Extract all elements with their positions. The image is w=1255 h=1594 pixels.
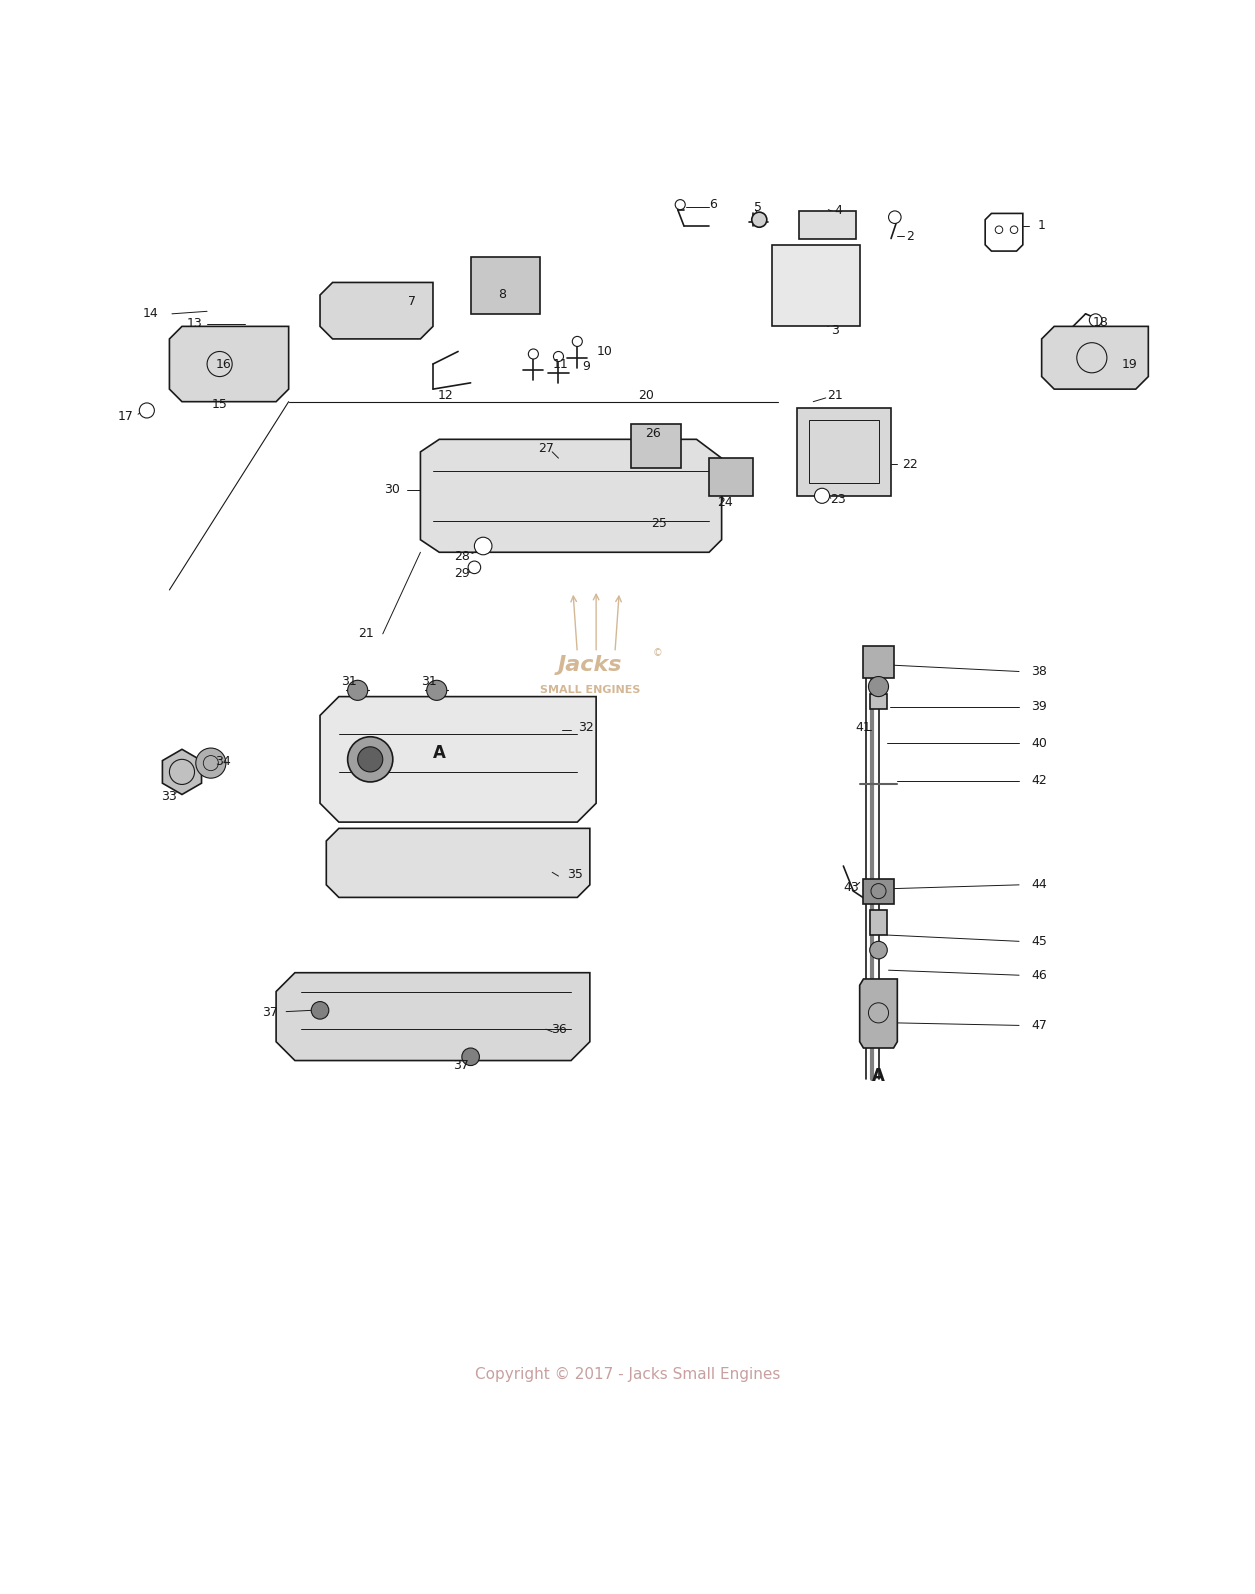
Text: 8: 8 [498, 289, 506, 301]
Circle shape [474, 537, 492, 555]
Text: 14: 14 [143, 308, 158, 320]
Text: 44: 44 [1032, 878, 1047, 891]
Text: 43: 43 [843, 881, 858, 894]
Bar [870, 910, 887, 936]
Text: 45: 45 [1032, 934, 1047, 948]
Text: 25: 25 [651, 516, 666, 529]
Circle shape [553, 351, 563, 362]
Circle shape [462, 1047, 479, 1065]
Polygon shape [320, 697, 596, 823]
Text: 22: 22 [902, 457, 917, 470]
Text: Jacks: Jacks [557, 655, 622, 676]
Bar [799, 210, 856, 239]
Text: Copyright © 2017 - Jacks Small Engines: Copyright © 2017 - Jacks Small Engines [474, 1366, 781, 1382]
Circle shape [348, 736, 393, 783]
Circle shape [196, 748, 226, 778]
Text: 39: 39 [1032, 700, 1047, 713]
Text: 36: 36 [551, 1023, 566, 1036]
Text: 12: 12 [438, 389, 453, 402]
Circle shape [358, 748, 383, 771]
Circle shape [814, 488, 830, 504]
Bar [863, 647, 894, 677]
Text: 38: 38 [1032, 665, 1047, 677]
Polygon shape [276, 972, 590, 1060]
Circle shape [675, 199, 685, 210]
Text: 7: 7 [408, 295, 415, 308]
Text: 1: 1 [1038, 220, 1045, 233]
Text: 21: 21 [359, 628, 374, 641]
Polygon shape [162, 749, 202, 794]
Text: 28: 28 [454, 550, 469, 563]
Polygon shape [420, 440, 722, 552]
Bar [631, 424, 681, 469]
Text: 21: 21 [827, 389, 842, 402]
Text: ©: © [653, 647, 663, 658]
Circle shape [572, 336, 582, 346]
Circle shape [468, 561, 481, 574]
Bar [709, 457, 753, 496]
Circle shape [348, 681, 368, 700]
Text: 40: 40 [1032, 736, 1047, 749]
Polygon shape [169, 327, 289, 402]
Circle shape [1089, 314, 1102, 327]
Text: 13: 13 [187, 317, 202, 330]
Text: 9: 9 [582, 360, 590, 373]
Text: 27: 27 [538, 442, 553, 454]
Text: 20: 20 [639, 389, 654, 402]
Text: 6: 6 [709, 198, 717, 210]
Text: SMALL ENGINES: SMALL ENGINES [540, 685, 640, 695]
Text: 30: 30 [384, 483, 399, 496]
Text: A: A [872, 1066, 885, 1084]
Text: 24: 24 [718, 496, 733, 508]
Circle shape [427, 681, 447, 700]
Text: 16: 16 [216, 357, 231, 370]
Circle shape [311, 1001, 329, 1019]
Text: 32: 32 [579, 722, 594, 735]
Text: 26: 26 [645, 427, 660, 440]
Text: 29: 29 [454, 567, 469, 580]
Text: 11: 11 [553, 357, 569, 370]
Text: 18: 18 [1093, 316, 1108, 328]
Bar [471, 257, 540, 314]
Text: 46: 46 [1032, 969, 1047, 982]
Text: 19: 19 [1122, 357, 1137, 370]
Text: 41: 41 [856, 722, 871, 735]
Bar [772, 245, 860, 327]
Circle shape [139, 403, 154, 418]
Bar [797, 408, 891, 496]
Text: 15: 15 [212, 397, 227, 411]
Text: 42: 42 [1032, 775, 1047, 787]
Text: 35: 35 [567, 869, 582, 881]
Text: 23: 23 [831, 493, 846, 505]
Text: A: A [433, 744, 446, 762]
Text: 3: 3 [831, 324, 838, 336]
Polygon shape [860, 979, 897, 1047]
Polygon shape [985, 214, 1023, 252]
Text: 37: 37 [453, 1058, 468, 1073]
Circle shape [752, 212, 767, 228]
Text: 31: 31 [341, 674, 356, 689]
Circle shape [528, 349, 538, 359]
Circle shape [889, 210, 901, 223]
Text: 34: 34 [216, 756, 231, 768]
Polygon shape [1042, 327, 1148, 389]
Polygon shape [320, 282, 433, 340]
Text: 17: 17 [118, 410, 133, 424]
Bar [870, 693, 887, 709]
Text: 47: 47 [1032, 1019, 1047, 1031]
Text: 4: 4 [835, 204, 842, 217]
Text: 31: 31 [422, 674, 437, 689]
Bar [809, 421, 878, 483]
Text: 5: 5 [754, 201, 762, 214]
Text: 33: 33 [162, 791, 177, 803]
Circle shape [870, 942, 887, 960]
Text: 2: 2 [906, 230, 914, 242]
Polygon shape [326, 829, 590, 897]
Circle shape [868, 676, 889, 697]
Text: 10: 10 [597, 344, 612, 359]
Bar [863, 878, 894, 904]
Text: 37: 37 [262, 1006, 277, 1019]
